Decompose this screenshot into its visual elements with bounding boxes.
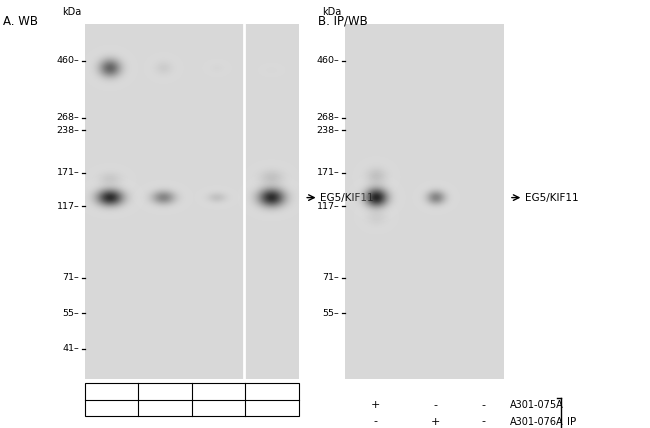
Text: 171–: 171–: [317, 168, 339, 177]
Text: 238–: 238–: [57, 125, 79, 135]
Text: +: +: [430, 416, 440, 427]
Text: A. WB: A. WB: [3, 15, 38, 28]
Text: 460–: 460–: [57, 56, 79, 65]
Text: 15: 15: [159, 386, 172, 397]
Text: -: -: [481, 416, 485, 427]
Text: +: +: [371, 400, 380, 410]
Text: 55–: 55–: [62, 309, 79, 318]
Text: 5: 5: [215, 386, 222, 397]
Text: HeLa: HeLa: [152, 403, 178, 413]
Text: 238–: 238–: [317, 125, 339, 135]
Text: 171–: 171–: [57, 168, 79, 177]
Text: -: -: [434, 400, 437, 410]
Text: 460–: 460–: [317, 56, 339, 65]
Bar: [344, 24, 504, 379]
Text: -: -: [481, 400, 485, 410]
Text: kDa: kDa: [62, 6, 81, 17]
Text: T: T: [269, 403, 276, 413]
Text: kDa: kDa: [322, 6, 341, 17]
Text: 71–: 71–: [322, 273, 339, 282]
Text: 50: 50: [105, 386, 118, 397]
Text: 41–: 41–: [62, 344, 79, 353]
Text: EG5/KIF11: EG5/KIF11: [320, 193, 374, 202]
Text: A301-075A: A301-075A: [510, 400, 564, 410]
Text: 50: 50: [266, 386, 279, 397]
Text: A301-076A: A301-076A: [510, 416, 564, 427]
Bar: [84, 24, 299, 379]
Text: 268–: 268–: [57, 113, 79, 122]
Text: 55–: 55–: [322, 309, 339, 318]
Text: IP: IP: [567, 416, 576, 427]
Bar: [84, 383, 299, 416]
Text: 71–: 71–: [62, 273, 79, 282]
Text: EG5/KIF11: EG5/KIF11: [525, 193, 579, 202]
Text: B. IP/WB: B. IP/WB: [318, 15, 369, 28]
Text: -: -: [374, 416, 378, 427]
Text: 117–: 117–: [317, 202, 339, 211]
Text: 268–: 268–: [317, 113, 339, 122]
Text: 117–: 117–: [57, 202, 79, 211]
